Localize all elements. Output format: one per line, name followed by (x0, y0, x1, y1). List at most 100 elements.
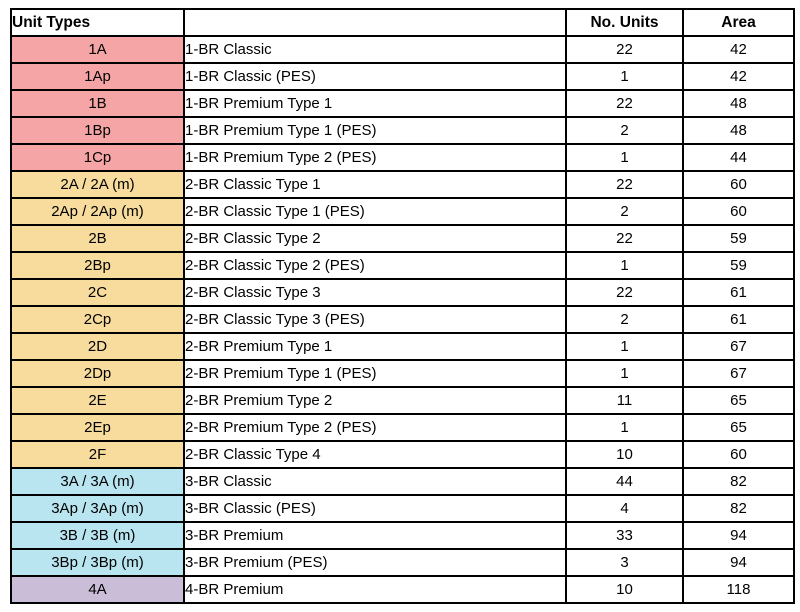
unit-area-cell: 42 (682, 35, 795, 64)
unit-area-cell: 42 (682, 62, 795, 91)
table-row: 2Ap / 2Ap (m) 2-BR Classic Type 1 (PES) … (10, 197, 795, 226)
unit-code-cell: 3B / 3B (m) (10, 521, 185, 550)
unit-count-cell: 4 (565, 494, 684, 523)
unit-description-cell: 1-BR Premium Type 1 (183, 89, 567, 118)
table-row: 2F 2-BR Classic Type 4 10 60 (10, 440, 795, 469)
unit-count-cell: 22 (565, 224, 684, 253)
unit-count-cell: 2 (565, 305, 684, 334)
unit-description-cell: 1-BR Classic (183, 35, 567, 64)
unit-area-cell: 67 (682, 359, 795, 388)
unit-description-cell: 2-BR Premium Type 2 (PES) (183, 413, 567, 442)
unit-area-cell: 59 (682, 251, 795, 280)
unit-count-cell: 33 (565, 521, 684, 550)
unit-count-cell: 10 (565, 575, 684, 604)
unit-description-cell: 2-BR Premium Type 1 (PES) (183, 359, 567, 388)
unit-count-cell: 2 (565, 197, 684, 226)
unit-count-cell: 1 (565, 359, 684, 388)
header-row: Unit Types No. Units Area (10, 8, 795, 37)
table-row: 2D 2-BR Premium Type 1 1 67 (10, 332, 795, 361)
unit-area-cell: 59 (682, 224, 795, 253)
unit-code-cell: 3Ap / 3Ap (m) (10, 494, 185, 523)
unit-area-cell: 118 (682, 575, 795, 604)
header-no-units: No. Units (565, 8, 684, 37)
table-row: 1B 1-BR Premium Type 1 22 48 (10, 89, 795, 118)
unit-count-cell: 1 (565, 251, 684, 280)
unit-description-cell: 2-BR Premium Type 1 (183, 332, 567, 361)
table-row: 4A 4-BR Premium 10 118 (10, 575, 795, 604)
unit-code-cell: 2Ap / 2Ap (m) (10, 197, 185, 226)
table-row: 3Ap / 3Ap (m) 3-BR Classic (PES) 4 82 (10, 494, 795, 523)
unit-code-cell: 1B (10, 89, 185, 118)
unit-code-cell: 2Dp (10, 359, 185, 388)
table-row: 1Bp 1-BR Premium Type 1 (PES) 2 48 (10, 116, 795, 145)
unit-description-cell: 2-BR Classic Type 3 (PES) (183, 305, 567, 334)
unit-count-cell: 1 (565, 62, 684, 91)
unit-code-cell: 2Bp (10, 251, 185, 280)
unit-area-cell: 82 (682, 467, 795, 496)
unit-description-cell: 2-BR Classic Type 1 (PES) (183, 197, 567, 226)
table-row: 2C 2-BR Classic Type 3 22 61 (10, 278, 795, 307)
unit-area-cell: 60 (682, 440, 795, 469)
unit-code-cell: 2Ep (10, 413, 185, 442)
unit-area-cell: 94 (682, 548, 795, 577)
header-description-empty (183, 8, 567, 37)
unit-area-cell: 61 (682, 278, 795, 307)
table-row: 1Ap 1-BR Classic (PES) 1 42 (10, 62, 795, 91)
unit-area-cell: 44 (682, 143, 795, 172)
unit-code-cell: 1Cp (10, 143, 185, 172)
table-row: 2A / 2A (m) 2-BR Classic Type 1 22 60 (10, 170, 795, 199)
table-body: 1A 1-BR Classic 22 42 1Ap 1-BR Classic (… (10, 35, 795, 604)
unit-types-table: Unit Types No. Units Area 1A 1-BR Classi… (10, 8, 795, 604)
unit-description-cell: 3-BR Classic (PES) (183, 494, 567, 523)
unit-area-cell: 60 (682, 170, 795, 199)
unit-area-cell: 67 (682, 332, 795, 361)
unit-description-cell: 1-BR Premium Type 1 (PES) (183, 116, 567, 145)
unit-code-cell: 2Cp (10, 305, 185, 334)
table-row: 2Ep 2-BR Premium Type 2 (PES) 1 65 (10, 413, 795, 442)
unit-description-cell: 2-BR Classic Type 2 (183, 224, 567, 253)
unit-description-cell: 3-BR Premium (PES) (183, 548, 567, 577)
unit-code-cell: 1A (10, 35, 185, 64)
unit-count-cell: 44 (565, 467, 684, 496)
header-unit-types: Unit Types (10, 8, 185, 37)
unit-description-cell: 2-BR Classic Type 3 (183, 278, 567, 307)
unit-area-cell: 60 (682, 197, 795, 226)
unit-count-cell: 2 (565, 116, 684, 145)
unit-code-cell: 3A / 3A (m) (10, 467, 185, 496)
unit-code-cell: 2A / 2A (m) (10, 170, 185, 199)
table-row: 3A / 3A (m) 3-BR Classic 44 82 (10, 467, 795, 496)
table-row: 1A 1-BR Classic 22 42 (10, 35, 795, 64)
unit-description-cell: 1-BR Premium Type 2 (PES) (183, 143, 567, 172)
unit-code-cell: 2B (10, 224, 185, 253)
unit-code-cell: 1Bp (10, 116, 185, 145)
table-row: 2E 2-BR Premium Type 2 11 65 (10, 386, 795, 415)
unit-count-cell: 10 (565, 440, 684, 469)
table-row: 3B / 3B (m) 3-BR Premium 33 94 (10, 521, 795, 550)
unit-description-cell: 3-BR Classic (183, 467, 567, 496)
unit-description-cell: 2-BR Classic Type 2 (PES) (183, 251, 567, 280)
unit-area-cell: 65 (682, 413, 795, 442)
unit-code-cell: 3Bp / 3Bp (m) (10, 548, 185, 577)
header-area: Area (682, 8, 795, 37)
unit-count-cell: 22 (565, 278, 684, 307)
unit-code-cell: 2F (10, 440, 185, 469)
unit-count-cell: 22 (565, 89, 684, 118)
unit-area-cell: 61 (682, 305, 795, 334)
unit-code-cell: 2D (10, 332, 185, 361)
unit-area-cell: 48 (682, 89, 795, 118)
unit-count-cell: 22 (565, 170, 684, 199)
unit-description-cell: 1-BR Classic (PES) (183, 62, 567, 91)
unit-area-cell: 94 (682, 521, 795, 550)
unit-description-cell: 2-BR Premium Type 2 (183, 386, 567, 415)
table-row: 3Bp / 3Bp (m) 3-BR Premium (PES) 3 94 (10, 548, 795, 577)
unit-count-cell: 1 (565, 143, 684, 172)
table-row: 2B 2-BR Classic Type 2 22 59 (10, 224, 795, 253)
unit-code-cell: 4A (10, 575, 185, 604)
table-row: 2Cp 2-BR Classic Type 3 (PES) 2 61 (10, 305, 795, 334)
unit-count-cell: 3 (565, 548, 684, 577)
unit-code-cell: 2E (10, 386, 185, 415)
unit-area-cell: 82 (682, 494, 795, 523)
unit-area-cell: 65 (682, 386, 795, 415)
unit-count-cell: 1 (565, 332, 684, 361)
